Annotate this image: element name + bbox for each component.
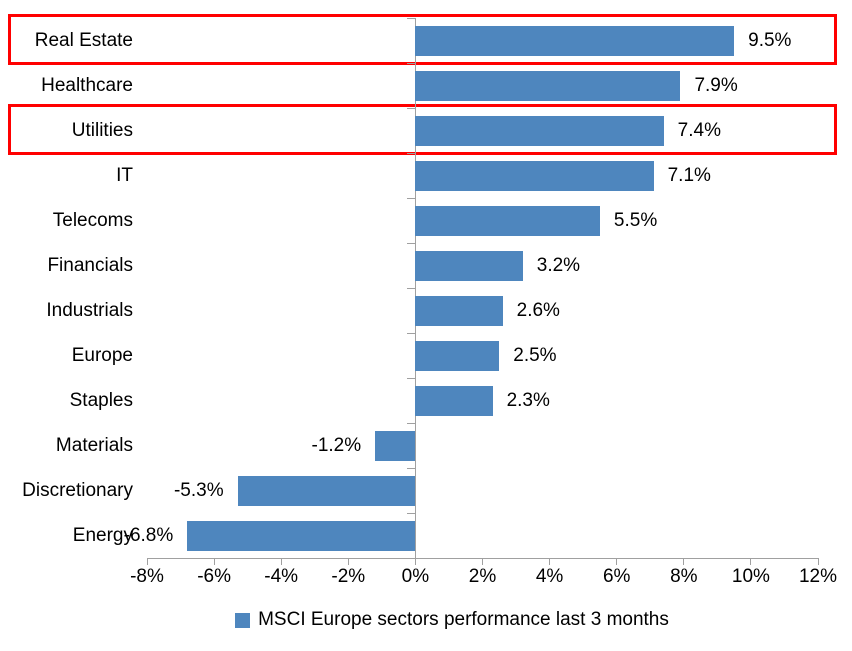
- x-tick-label: 8%: [670, 566, 698, 587]
- y-axis: [414, 18, 416, 558]
- x-tick-label: -4%: [264, 566, 299, 587]
- bar: [415, 295, 503, 326]
- x-tick-label: 6%: [602, 566, 631, 587]
- category-label: Discretionary: [22, 479, 133, 501]
- value-label: -1.2%: [311, 434, 362, 456]
- legend-label: MSCI Europe sectors performance last 3 m…: [258, 609, 669, 630]
- bar: [415, 340, 500, 371]
- bar: [375, 430, 416, 461]
- x-tick-label: 0%: [401, 566, 430, 587]
- category-tick: [407, 63, 416, 64]
- x-tick-label: 12%: [798, 566, 838, 587]
- category-label: Europe: [71, 344, 133, 366]
- value-label: 9.5%: [748, 29, 792, 51]
- category-tick: [407, 468, 416, 469]
- x-tick: [616, 558, 618, 565]
- category-tick: [407, 198, 416, 199]
- value-label: 2.6%: [516, 299, 560, 321]
- category-label: Staples: [69, 389, 133, 411]
- x-tick-label: 10%: [731, 566, 770, 587]
- value-label: -5.3%: [173, 479, 224, 501]
- x-tick: [817, 558, 819, 565]
- bar: [415, 25, 735, 56]
- bar: [187, 520, 416, 551]
- category-tick: [407, 108, 416, 109]
- category-label: Materials: [55, 434, 133, 456]
- value-label: 2.5%: [513, 344, 557, 366]
- bar: [237, 475, 416, 506]
- bar: [415, 205, 600, 236]
- category-tick: [407, 153, 416, 154]
- category-label: Telecoms: [52, 209, 133, 231]
- value-label: 2.3%: [506, 389, 550, 411]
- category-label: Financials: [47, 254, 133, 276]
- x-tick-label: 2%: [468, 566, 497, 587]
- bar: [415, 160, 654, 191]
- x-tick: [347, 558, 349, 565]
- category-tick: [407, 558, 416, 559]
- value-label: 7.4%: [677, 119, 721, 141]
- highlight-box: [8, 104, 837, 155]
- x-tick: [549, 558, 551, 565]
- category-tick: [407, 423, 416, 424]
- x-tick: [414, 558, 416, 565]
- x-tick: [683, 558, 685, 565]
- value-label: -6.8%: [123, 524, 174, 546]
- category-label: Real Estate: [34, 29, 133, 51]
- category-tick: [407, 378, 416, 379]
- value-label: 7.1%: [667, 164, 711, 186]
- bar: [415, 385, 493, 416]
- bar: [415, 115, 664, 146]
- x-tick-label: 4%: [535, 566, 564, 587]
- category-tick: [407, 333, 416, 334]
- category-label: Energy: [72, 524, 133, 546]
- category-label: Utilities: [71, 119, 133, 141]
- value-label: 7.9%: [694, 74, 738, 96]
- highlight-box: [8, 14, 837, 65]
- value-label: 5.5%: [613, 209, 658, 231]
- x-tick: [482, 558, 483, 565]
- legend-marker-icon: [235, 612, 251, 628]
- category-label: IT: [116, 164, 133, 186]
- x-tick: [280, 558, 282, 565]
- category-tick: [407, 513, 416, 514]
- legend: MSCI Europe sectors performance last 3 m…: [26, 609, 852, 631]
- x-tick: [213, 558, 215, 565]
- category-tick: [407, 18, 416, 19]
- x-tick: [146, 558, 148, 565]
- bar: [415, 250, 523, 281]
- category-tick: [407, 288, 416, 289]
- category-tick: [407, 243, 416, 244]
- bar: [415, 70, 681, 101]
- category-label: Healthcare: [41, 74, 133, 96]
- x-tick: [750, 558, 752, 565]
- x-tick-label: -8%: [130, 566, 164, 587]
- x-tick-label: -6%: [197, 566, 231, 587]
- value-label: 3.2%: [536, 254, 581, 276]
- x-tick-label: -2%: [331, 566, 366, 587]
- category-label: Industrials: [46, 299, 133, 321]
